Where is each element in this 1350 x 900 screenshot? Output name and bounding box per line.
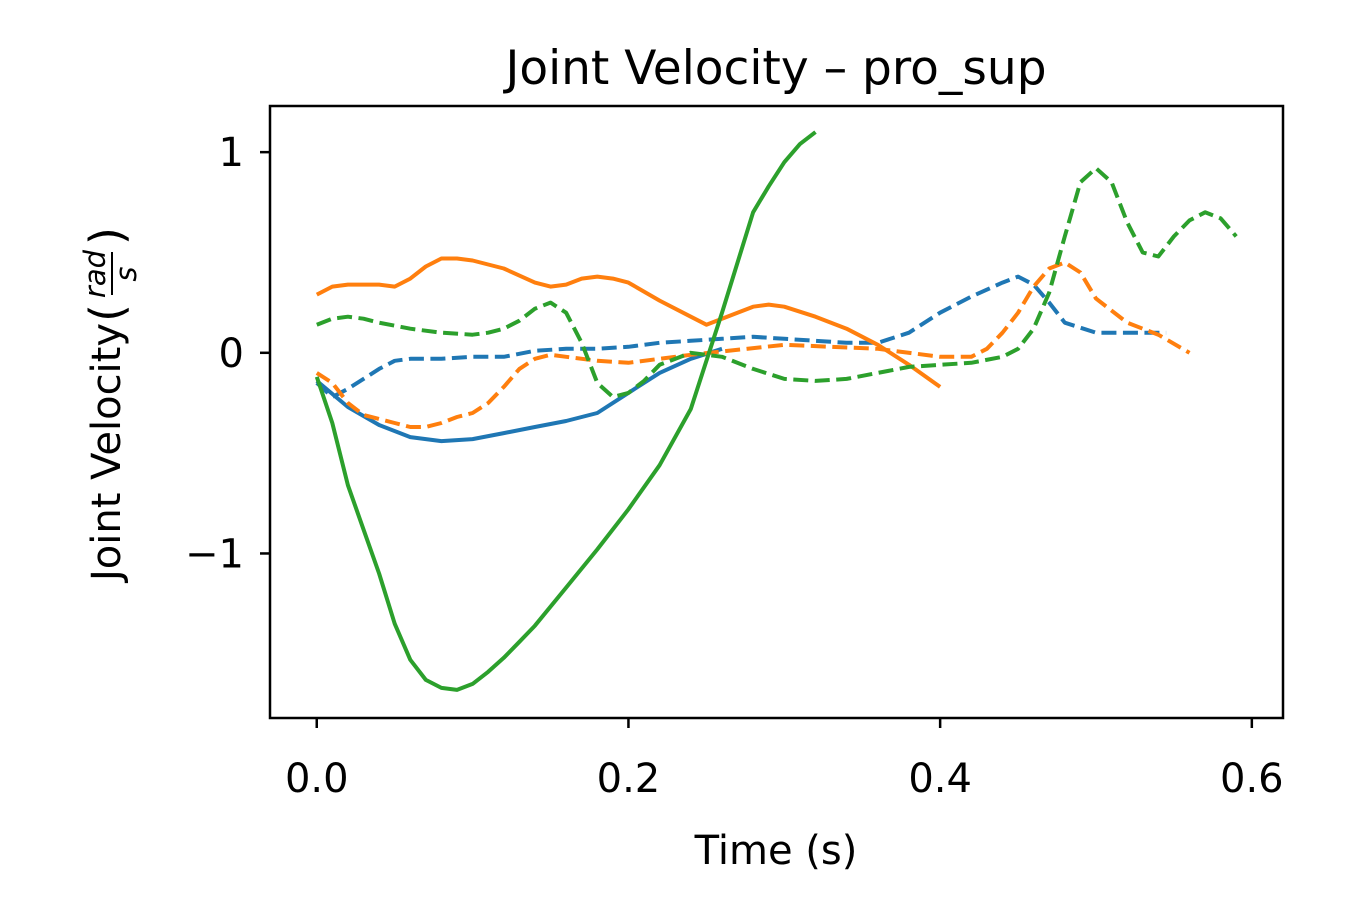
chart-title: Joint Velocity – pro_sup bbox=[502, 41, 1046, 96]
y-tick-label: 0 bbox=[219, 331, 244, 377]
series-line-2 bbox=[315, 274, 1167, 399]
series-line-4 bbox=[315, 260, 1191, 429]
y-tick-label: −1 bbox=[185, 531, 244, 577]
x-tick-label: 0.0 bbox=[285, 756, 349, 802]
y-axis-label-open-paren: ( bbox=[80, 304, 134, 322]
series-line-1 bbox=[315, 346, 723, 444]
series-line-3 bbox=[315, 256, 942, 389]
x-tick-label: 0.6 bbox=[1220, 756, 1284, 802]
series-layer bbox=[314, 130, 1238, 692]
y-axis: −1 0 1 bbox=[185, 130, 270, 577]
x-tick-label: 0.4 bbox=[908, 756, 972, 802]
series-line-6 bbox=[316, 166, 1238, 399]
y-axis-label-numerator: rad bbox=[78, 249, 112, 298]
y-axis-label-close-paren: ) bbox=[80, 227, 134, 245]
series-line-5 bbox=[314, 130, 817, 692]
plot-frame bbox=[268, 104, 1285, 720]
y-axis-label-text: Joint Velocity bbox=[84, 323, 130, 584]
x-axis-label: Time (s) bbox=[694, 828, 858, 874]
y-tick-label: 1 bbox=[219, 130, 244, 176]
y-axis-label-denominator: s bbox=[109, 266, 143, 281]
y-axis-label: Joint Velocity ( rad s ) bbox=[78, 227, 143, 584]
x-tick-label: 0.2 bbox=[597, 756, 661, 802]
x-axis: 0.0 0.2 0.4 0.6 bbox=[285, 718, 1284, 802]
